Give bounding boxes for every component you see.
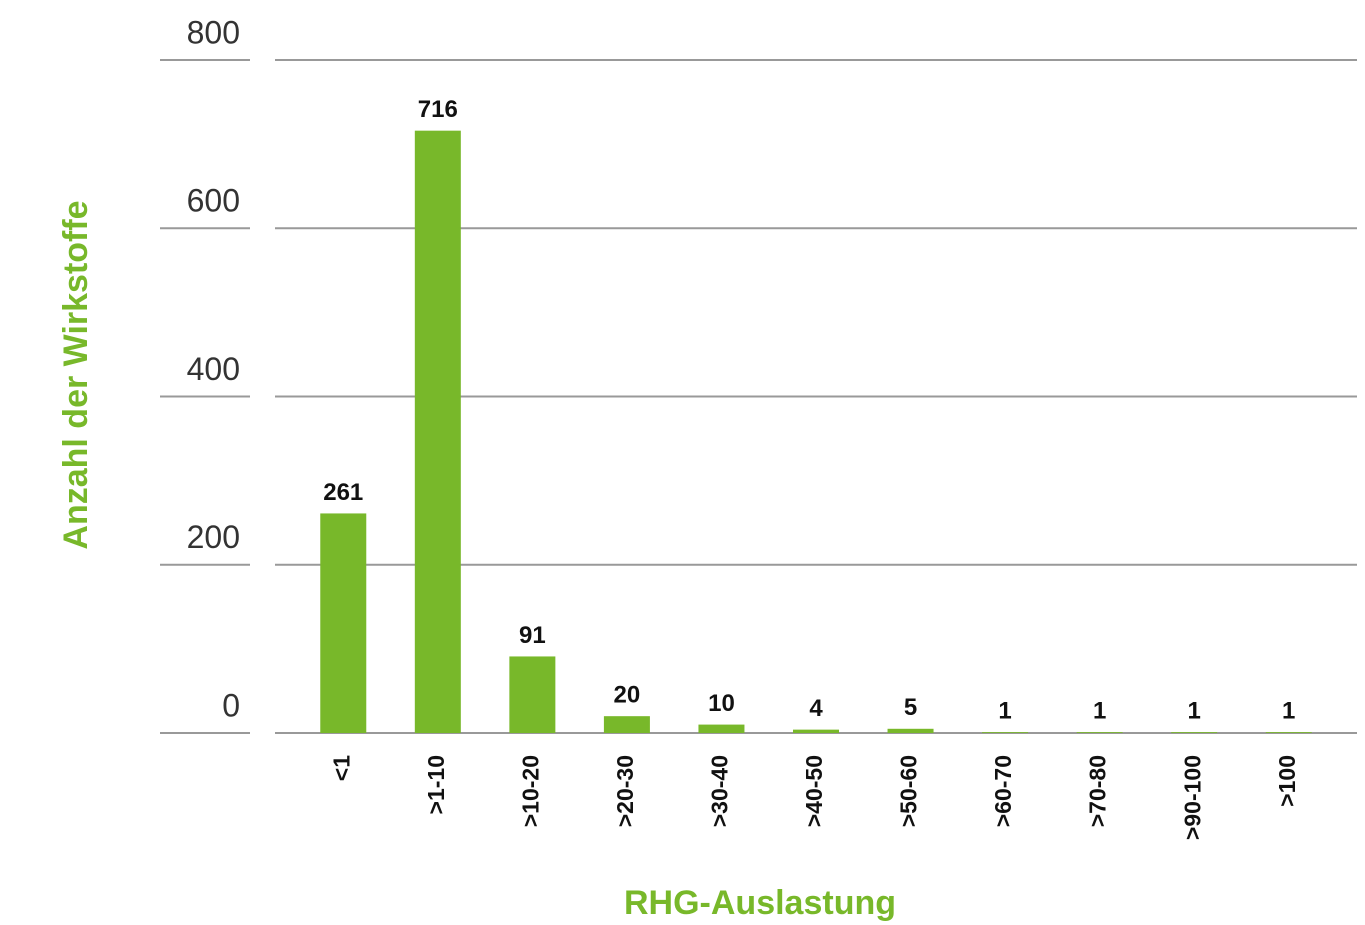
- x-tick-label: >1-10: [423, 755, 449, 814]
- x-tick-label: >100: [1274, 755, 1300, 807]
- bar: [414, 130, 461, 734]
- value-label: 1: [1093, 698, 1106, 725]
- x-tick-label: >50-60: [896, 755, 922, 827]
- y-tick-label: 400: [187, 351, 240, 387]
- value-label: 1: [1282, 698, 1295, 725]
- x-tick-label: <1: [328, 755, 354, 781]
- value-label: 1: [998, 698, 1011, 725]
- bar: [509, 656, 556, 733]
- bar: [1265, 732, 1312, 733]
- y-axis-title: Anzahl der Wirkstoffe: [57, 200, 95, 549]
- bar: [793, 729, 839, 733]
- bar: [887, 728, 934, 733]
- bar: [1171, 732, 1218, 733]
- value-label: 10: [708, 690, 735, 717]
- x-axis-title: RHG-Auslastung: [624, 884, 896, 922]
- x-tick-label: >90-100: [1179, 755, 1205, 840]
- value-label: 20: [614, 682, 641, 709]
- y-tick-label: 0: [222, 687, 240, 723]
- x-tick-label: >10-20: [517, 755, 543, 827]
- value-label: 4: [809, 695, 823, 722]
- value-label: 1: [1188, 698, 1201, 725]
- x-tick-label: >20-30: [612, 755, 638, 827]
- x-tick-label: >70-80: [1085, 755, 1111, 827]
- x-tick-label: >30-40: [707, 755, 733, 827]
- bar: [320, 513, 367, 733]
- x-tick-label: >40-50: [801, 755, 827, 827]
- x-tick-label: >60-70: [990, 755, 1016, 827]
- bar: [603, 716, 650, 733]
- bar: [982, 732, 1029, 733]
- y-tick-label: 600: [187, 183, 240, 219]
- bar: [1076, 732, 1123, 733]
- y-tick-label: 200: [187, 519, 240, 555]
- value-label: 261: [323, 479, 363, 506]
- y-tick-label: 800: [187, 14, 240, 50]
- value-label: 716: [418, 96, 458, 123]
- bar: [698, 724, 745, 733]
- value-label: 5: [904, 694, 917, 721]
- value-label: 91: [519, 622, 546, 649]
